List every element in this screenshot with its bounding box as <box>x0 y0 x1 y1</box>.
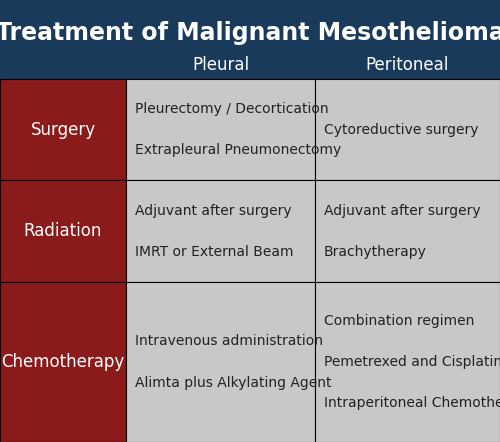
Bar <box>315 180 500 282</box>
Text: Adjuvant after surgery

Brachytherapy: Adjuvant after surgery Brachytherapy <box>324 204 480 259</box>
Bar <box>126 282 315 442</box>
Text: Pleural: Pleural <box>192 56 249 73</box>
Text: Chemotherapy: Chemotherapy <box>2 353 124 371</box>
Text: Peritoneal: Peritoneal <box>366 56 449 73</box>
Bar <box>315 79 500 180</box>
Text: Pleurectomy / Decortication

Extrapleural Pneumonectomy: Pleurectomy / Decortication Extrapleural… <box>135 102 341 157</box>
Bar <box>0 0 500 79</box>
Text: Surgery: Surgery <box>30 121 96 138</box>
Bar <box>315 282 500 442</box>
Text: Treatment of Malignant Mesothelioma: Treatment of Malignant Mesothelioma <box>0 21 500 45</box>
Bar <box>126 79 315 180</box>
Bar <box>126 180 315 282</box>
Bar <box>0 180 126 282</box>
Bar <box>0 79 126 180</box>
Text: Radiation: Radiation <box>24 222 102 240</box>
Bar <box>0 282 126 442</box>
Text: Cytoreductive surgery: Cytoreductive surgery <box>324 122 478 137</box>
Text: Intravenous administration

Alimta plus Alkylating Agent: Intravenous administration Alimta plus A… <box>135 335 332 389</box>
Text: Combination regimen

Pemetrexed and Cisplatin

Intraperitoneal Chemotherapy: Combination regimen Pemetrexed and Cispl… <box>324 314 500 410</box>
Text: Adjuvant after surgery

IMRT or External Beam: Adjuvant after surgery IMRT or External … <box>135 204 294 259</box>
